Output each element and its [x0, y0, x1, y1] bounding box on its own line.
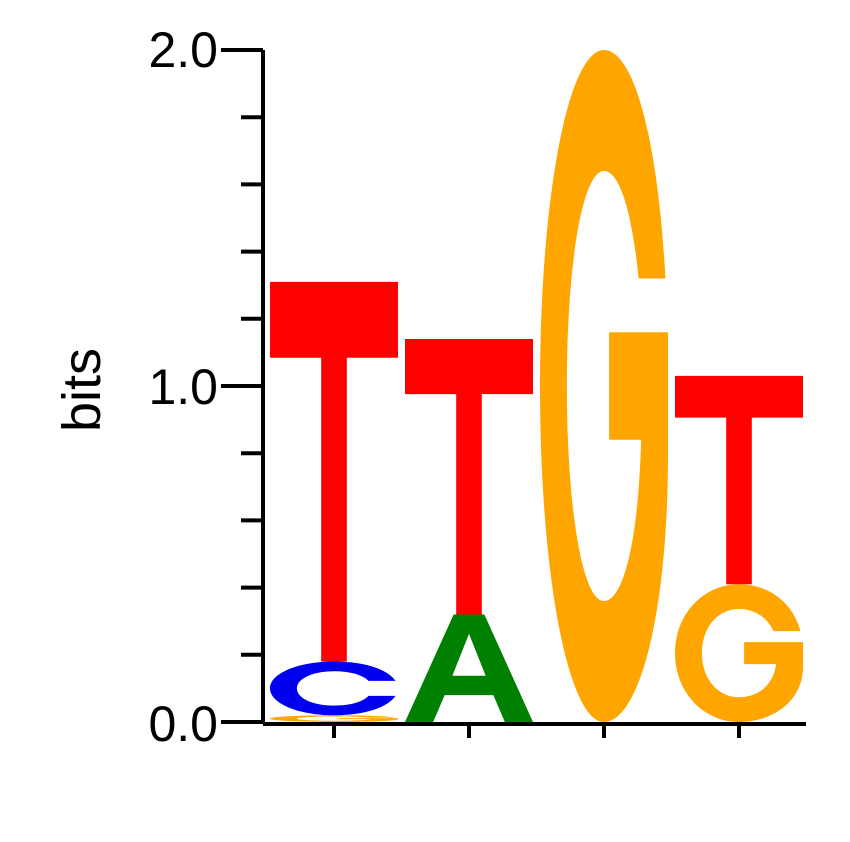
- letter-a-pos2: [405, 614, 533, 722]
- x-axis: [263, 724, 806, 738]
- logo-letters: [270, 50, 803, 722]
- letter-c-pos1: [270, 662, 395, 716]
- letter-g-pos1: [270, 715, 398, 722]
- letter-g-pos3: [540, 50, 668, 722]
- y-tick-label-2: 2.0: [148, 22, 218, 78]
- letter-t-pos1: [270, 282, 398, 662]
- letter-t-pos2: [405, 339, 533, 615]
- y-axis-title: bits: [52, 348, 112, 432]
- y-tick-label-1: 1.0: [148, 359, 218, 415]
- letter-g-pos4: [675, 584, 803, 722]
- y-axis: 0.0 1.0 2.0 bits: [52, 22, 263, 752]
- letter-t-pos4: [675, 376, 803, 584]
- y-tick-label-0: 0.0: [148, 696, 218, 752]
